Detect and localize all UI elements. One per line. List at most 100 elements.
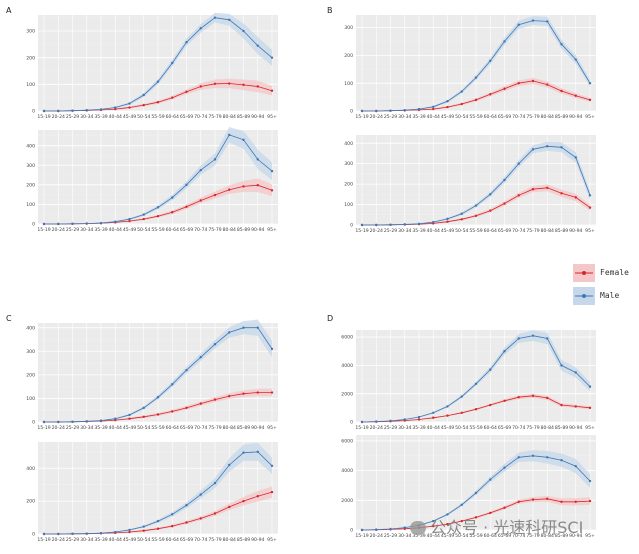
point-male-c-bottom-2 [71,532,74,536]
point-male-d-bottom-10 [503,466,506,469]
y-tick-label-c-bottom-200: 200 [26,499,35,505]
point-male-d-top-0 [360,420,364,424]
x-tick-label-a-bottom-4: 35-39 [94,227,107,233]
point-male-b-top-15 [574,58,577,61]
point-male-c-top-14 [242,326,245,329]
x-tick-label-c-bottom-13: 80-84 [223,537,236,543]
x-tick-label-b-bottom-11: 70-74 [512,228,525,234]
ci-band-female-c-bottom [44,486,272,534]
ci-band-female-d-bottom [362,495,590,530]
point-female-c-bottom-11 [199,517,202,520]
x-tick-label-a-top-5: 40-44 [109,114,122,120]
point-female-b-top-10 [503,87,506,90]
x-tick-label-d-top-15: 90-94 [569,425,582,431]
point-male-b-bottom-8 [474,204,478,207]
legend-label-female: Female [600,268,629,277]
point-male-a-bottom-1 [57,222,60,226]
x-tick-label-d-top-13: 80-84 [541,425,554,431]
point-male-a-top-16 [270,56,274,59]
point-male-b-top-16 [588,81,592,85]
point-female-c-bottom-8 [156,527,160,530]
x-tick-label-b-top-14: 85-89 [555,114,568,120]
x-tick-label-b-top-12: 75-79 [526,114,539,120]
point-female-d-top-9 [489,403,492,407]
point-male-a-top-11 [199,27,202,30]
x-tick-label-d-top-14: 85-89 [555,425,568,431]
point-male-b-top-13 [546,20,549,23]
x-tick-label-d-bottom-13: 80-84 [541,533,554,539]
point-female-b-top-16 [588,98,592,102]
point-male-c-bottom-3 [85,532,88,535]
x-tick-label-a-top-3: 30-34 [80,114,93,120]
point-male-c-top-2 [71,420,74,423]
point-male-b-bottom-2 [389,223,392,226]
y-tick-label-d-top-6000: 6000 [341,335,353,341]
x-tick-label-a-top-4: 35-39 [94,114,107,120]
x-tick-label-d-top-16: 95+ [585,425,595,431]
point-female-b-bottom-13 [546,186,549,189]
x-tick-label-c-top-11: 70-74 [194,425,207,431]
x-tick-label-d-bottom-10: 65-69 [498,533,511,539]
point-male-c-bottom-13 [228,463,231,467]
point-female-b-bottom-14 [560,192,563,195]
point-male-a-bottom-0 [42,222,46,226]
x-tick-label-c-bottom-12: 75-79 [208,537,221,543]
y-tick-label-b-top-0: 0 [350,109,353,115]
point-male-a-top-4 [99,108,103,111]
point-female-a-bottom-9 [171,211,174,214]
x-tick-label-d-bottom-0: 15-19 [355,533,368,539]
y-tick-label-a-top-0: 0 [32,109,35,115]
x-tick-label-b-top-2: 25-29 [384,114,397,120]
point-female-b-bottom-7 [460,218,463,221]
point-female-c-top-15 [256,391,259,394]
ci-band-male-c-bottom [44,442,272,534]
ci-band-male-b-bottom [362,141,590,225]
x-tick-label-c-bottom-8: 55-59 [151,537,164,543]
x-tick-label-c-top-2: 25-29 [66,425,79,431]
watermark: 公众号 · 光速科研SCI [410,514,583,538]
x-tick-label-d-bottom-6: 45-49 [441,533,454,539]
legend-item-male: Male [573,287,633,305]
x-tick-label-b-bottom-8: 55-59 [469,228,482,234]
x-tick-label-a-bottom-7: 50-54 [137,227,150,233]
x-tick-label-d-top-12: 75-79 [526,425,539,431]
y-tick-label-d-bottom-6000: 6000 [341,439,353,445]
point-female-a-top-9 [171,96,174,99]
x-tick-label-c-bottom-14: 85-89 [237,537,250,543]
point-female-c-top-6 [128,417,131,420]
x-tick-label-a-bottom-12: 75-79 [208,227,221,233]
point-female-d-top-13 [546,396,549,400]
x-tick-label-b-bottom-4: 35-39 [412,228,425,234]
point-male-c-bottom-7 [142,525,145,528]
legend-item-female: Female [573,264,633,282]
point-male-a-bottom-12 [213,158,217,161]
point-male-a-top-1 [57,109,60,113]
point-male-a-bottom-5 [114,220,117,223]
x-tick-label-c-top-8: 55-59 [151,425,164,431]
x-tick-label-a-top-14: 85-89 [237,114,250,120]
y-tick-label-d-top-0: 0 [350,420,353,426]
x-tick-label-b-bottom-1: 20-24 [370,228,383,234]
point-male-c-bottom-11 [199,493,202,496]
point-female-a-bottom-15 [256,184,259,187]
point-female-d-bottom-15 [574,500,577,503]
x-tick-label-b-top-11: 70-74 [512,114,525,120]
y-tick-label-a-bottom-200: 200 [26,182,35,188]
x-tick-label-b-top-16: 95+ [585,114,595,120]
x-tick-label-d-bottom-2: 25-29 [384,533,397,539]
point-male-c-bottom-1 [57,532,60,536]
x-tick-label-a-top-15: 90-94 [251,114,264,120]
x-tick-label-d-top-1: 20-24 [370,425,383,431]
y-tick-label-b-top-300: 300 [344,25,353,31]
panel-label-d: D [327,314,334,323]
point-male-a-bottom-15 [256,158,259,161]
y-tick-label-c-top-200: 200 [26,372,35,378]
x-tick-label-a-bottom-9: 60-64 [166,227,179,233]
point-male-d-bottom-6 [446,513,449,516]
point-male-d-top-5 [432,411,435,414]
y-tick-label-d-bottom-4000: 4000 [341,468,353,474]
point-male-c-bottom-9 [171,513,174,516]
x-tick-label-d-bottom-14: 85-89 [555,533,568,539]
y-tick-label-c-bottom-0: 0 [32,532,35,538]
point-male-b-bottom-5 [432,220,435,224]
